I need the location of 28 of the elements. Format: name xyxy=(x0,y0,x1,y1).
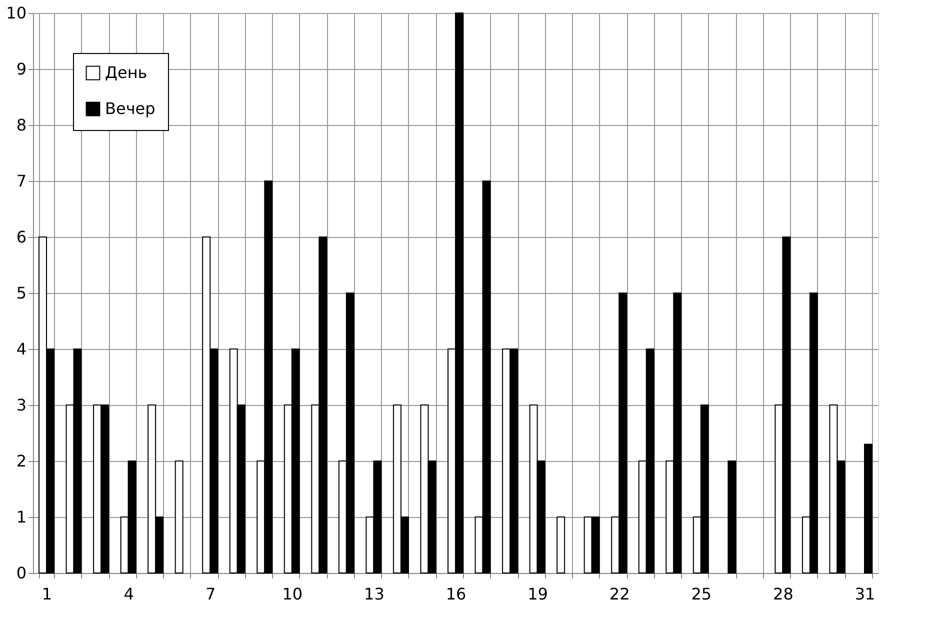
x-tick-label: 19 xyxy=(528,584,548,604)
bar xyxy=(864,444,872,574)
y-tick-label: 6 xyxy=(16,228,26,246)
y-tick-label: 10 xyxy=(6,4,26,22)
x-tick-label: 22 xyxy=(609,584,630,604)
x-tick-label: 10 xyxy=(282,584,303,604)
x-tick-label: 31 xyxy=(854,584,876,604)
y-tick-label: 9 xyxy=(16,60,26,78)
y-tick-label: 8 xyxy=(16,116,26,134)
bar xyxy=(728,460,736,574)
y-tick-label: 4 xyxy=(16,340,26,358)
y-tick-label: 2 xyxy=(16,452,26,470)
bar xyxy=(556,516,566,574)
y-tick-label: 5 xyxy=(16,284,26,302)
y-tick-label: 0 xyxy=(16,564,26,582)
x-tick-label: 7 xyxy=(206,584,216,604)
x-tick-label: 25 xyxy=(691,584,712,604)
x-tick-label: 4 xyxy=(124,584,134,604)
legend-label: День xyxy=(105,63,148,82)
x-tick-label: 1 xyxy=(42,584,52,604)
x-tick-label: 13 xyxy=(364,584,384,604)
x-tick-label: 16 xyxy=(446,584,466,604)
y-tick-label: 7 xyxy=(16,172,26,190)
bar xyxy=(174,460,184,574)
legend-label: Вечер xyxy=(105,99,156,118)
y-tick-label: 1 xyxy=(16,508,26,526)
y-tick-label: 3 xyxy=(16,396,26,414)
x-tick-label: 28 xyxy=(773,584,794,604)
